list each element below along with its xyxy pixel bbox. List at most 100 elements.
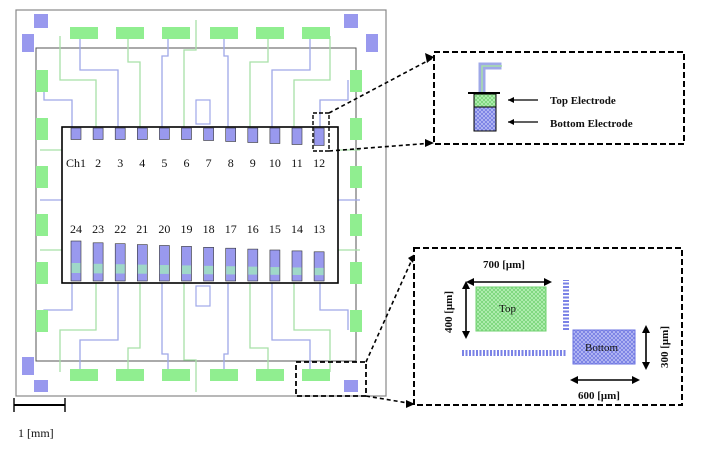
- bottom-pad: [572, 329, 636, 365]
- bottom-row-electrode: [291, 250, 303, 282]
- electrode-row: [70, 127, 325, 282]
- dim-bottom-height: 300 [μm]: [659, 326, 671, 368]
- electrode-top-layer: [473, 93, 497, 108]
- highlight-box-electrode: [312, 112, 330, 152]
- routing-trace: [223, 36, 229, 128]
- callout-lines: [328, 57, 434, 405]
- top-row-electrode: [291, 127, 303, 145]
- routing-trace: [43, 283, 73, 330]
- bottom-row-electrode: [269, 249, 281, 282]
- channel-label-top: 10: [269, 156, 281, 170]
- bond-pad: [350, 262, 362, 284]
- callout-arrowhead: [425, 53, 434, 63]
- bottom-row-electrode-band: [137, 264, 147, 274]
- bottom-row-electrode: [247, 248, 259, 282]
- bottom-pad-label: Bottom: [585, 342, 618, 354]
- bottom-row-electrode-band: [71, 263, 81, 273]
- top-row-electrode: [137, 127, 148, 140]
- bottom-row-electrode: [159, 245, 170, 282]
- bond-pad: [36, 166, 48, 188]
- top-pad-label: Top: [499, 303, 516, 315]
- inset-electrode-detail: Top Electrode Bottom Electrode: [433, 51, 685, 145]
- bottom-row-electrode: [181, 246, 192, 282]
- channel-label-bottom: 18: [203, 222, 215, 236]
- dim-bottom-width: 600 [μm]: [578, 390, 620, 402]
- bottom-row-electrode-band: [270, 267, 280, 275]
- bond-pad: [256, 27, 284, 39]
- routing-trace: [271, 36, 311, 128]
- channel-label-bottom: 22: [114, 222, 126, 236]
- channel-label-bottom: 17: [225, 222, 237, 236]
- routing-trace: [271, 283, 311, 372]
- bond-pad: [116, 27, 144, 39]
- routing-trace: [249, 283, 269, 372]
- routing-trace: [161, 283, 169, 372]
- channel-label-top: 8: [228, 156, 234, 170]
- routing-trace: [79, 283, 119, 372]
- bond-pad: [302, 27, 330, 39]
- channel-label-top: 3: [117, 156, 123, 170]
- routing-trace: [293, 283, 331, 372]
- top-row-electrode: [225, 127, 236, 142]
- top-electrode-label: Top Electrode: [550, 95, 616, 107]
- bond-pad: [256, 369, 284, 381]
- bottom-row-electrode: [225, 247, 236, 282]
- top-pad: [475, 286, 547, 332]
- scale-bar: 1 [mm]: [13, 398, 66, 440]
- bottom-row-electrode-band: [248, 266, 258, 275]
- routing-trace: [59, 36, 97, 128]
- routing-trace: [127, 283, 141, 372]
- bottom-row-electrode: [92, 242, 104, 282]
- corner-pad: [22, 357, 34, 375]
- routing-trace: [183, 20, 197, 128]
- channel-label-bottom: 14: [291, 222, 303, 236]
- corner-pad: [22, 34, 34, 52]
- inset-pad-detail: Top Bottom 700 [μm] 400 [μm] 300 [μm] 60…: [413, 247, 683, 406]
- bottom-row-electrode-band: [115, 264, 125, 274]
- corner-pad: [34, 14, 48, 28]
- top-row-electrode: [92, 127, 104, 140]
- channel-label-bottom: 16: [247, 222, 259, 236]
- bond-pad: [210, 369, 238, 381]
- bond-pad: [350, 214, 362, 236]
- corner-pad: [366, 34, 378, 52]
- bottom-row-electrode-band: [226, 266, 236, 275]
- bond-pad: [36, 118, 48, 140]
- callout-arrowhead: [406, 400, 415, 408]
- bottom-row-electrode-band: [182, 265, 191, 275]
- bond-pad: [36, 262, 48, 284]
- highlight-box-pads: [295, 361, 367, 397]
- top-row-electrode: [247, 127, 259, 143]
- bottom-row-electrode: [313, 251, 325, 282]
- top-row-electrode: [181, 127, 192, 140]
- routing-trace: [79, 36, 119, 128]
- routing-trace: [183, 283, 197, 392]
- routing-trace: [161, 36, 169, 128]
- bond-pad: [162, 27, 190, 39]
- corner-pad: [344, 14, 358, 28]
- bond-pad: [210, 27, 238, 39]
- bond-pad: [36, 70, 48, 92]
- top-row-electrode: [203, 127, 214, 141]
- top-row-electrode: [70, 127, 82, 140]
- bottom-electrode-label: Bottom Electrode: [550, 118, 633, 130]
- routing-trace: [59, 283, 97, 372]
- bond-pad: [70, 27, 98, 39]
- routing-trace: [249, 36, 269, 128]
- electrode-bottom-layer: [473, 106, 497, 132]
- bond-pad: [36, 310, 48, 332]
- top-row-electrode: [313, 127, 325, 146]
- chip-outer-frame: [15, 9, 387, 397]
- routing-trace: [195, 99, 211, 125]
- bottom-row-electrode: [70, 240, 82, 282]
- routing-trace: [293, 36, 331, 128]
- channel-label-bottom: 13: [313, 222, 325, 236]
- top-row-electrode: [159, 127, 170, 140]
- channel-label-top: 4: [139, 156, 145, 170]
- bottom-row-electrode-band: [93, 263, 103, 274]
- bottom-row-electrode-band: [159, 265, 169, 274]
- corner-pad: [344, 380, 358, 392]
